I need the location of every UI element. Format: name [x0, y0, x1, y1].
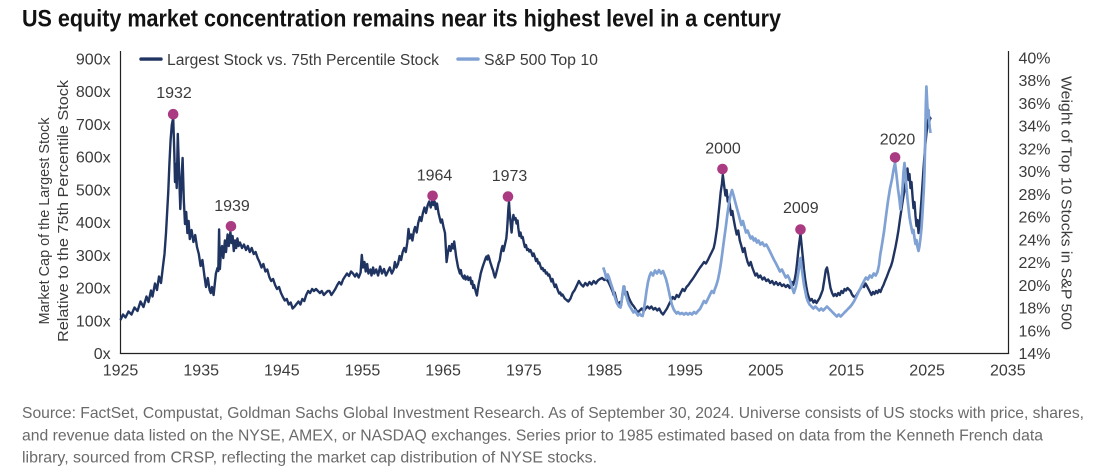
svg-text:1939: 1939	[214, 198, 250, 215]
svg-text:1932: 1932	[156, 85, 192, 102]
svg-text:24%: 24%	[1019, 232, 1051, 249]
svg-text:Relative to the 75th Percentil: Relative to the 75th Percentile Stock	[55, 79, 72, 342]
svg-text:30%: 30%	[1019, 164, 1051, 181]
svg-text:1985: 1985	[587, 363, 623, 380]
svg-text:18%: 18%	[1019, 301, 1051, 318]
svg-text:14%: 14%	[1019, 346, 1051, 363]
svg-text:1925: 1925	[103, 363, 139, 380]
svg-text:2020: 2020	[880, 131, 916, 148]
svg-text:26%: 26%	[1019, 210, 1051, 227]
svg-text:22%: 22%	[1019, 255, 1051, 272]
svg-text:34%: 34%	[1019, 119, 1051, 136]
svg-text:2000: 2000	[705, 140, 741, 157]
svg-text:200x: 200x	[76, 281, 111, 298]
svg-text:Source: FactSet, Compustat, Go: Source: FactSet, Compustat, Goldman Sach…	[22, 405, 1084, 422]
svg-text:1945: 1945	[264, 363, 300, 380]
svg-text:300x: 300x	[76, 248, 111, 265]
svg-text:library, sourced from CRSP, re: library, sourced from CRSP, reflecting t…	[22, 450, 597, 467]
svg-text:36%: 36%	[1019, 96, 1051, 113]
svg-text:US equity market concentration: US equity market concentration remains n…	[22, 6, 782, 33]
svg-text:and revenue data listed on the: and revenue data listed on the NYSE, AME…	[22, 427, 1043, 444]
svg-text:28%: 28%	[1019, 187, 1051, 204]
svg-text:40%: 40%	[1019, 51, 1051, 68]
svg-text:2035: 2035	[990, 363, 1026, 380]
svg-text:Market Cap of the Largest Stoc: Market Cap of the Largest Stock	[36, 117, 53, 324]
svg-text:0x: 0x	[94, 346, 111, 363]
svg-text:500x: 500x	[76, 182, 111, 199]
svg-text:Largest Stock vs. 75th Percent: Largest Stock vs. 75th Percentile Stock	[167, 52, 439, 69]
svg-text:600x: 600x	[76, 150, 111, 167]
svg-text:1964: 1964	[417, 167, 453, 184]
svg-text:1995: 1995	[667, 363, 703, 380]
svg-text:900x: 900x	[76, 52, 111, 69]
svg-text:32%: 32%	[1019, 141, 1051, 158]
svg-text:100x: 100x	[76, 313, 111, 330]
svg-text:20%: 20%	[1019, 278, 1051, 295]
svg-text:S&P 500 Top 10: S&P 500 Top 10	[484, 52, 598, 69]
svg-text:2015: 2015	[829, 363, 865, 380]
svg-text:Weight of Top 10 Stocks in S&P: Weight of Top 10 Stocks in S&P 500	[1058, 76, 1075, 330]
svg-text:16%: 16%	[1019, 323, 1051, 340]
svg-text:1955: 1955	[345, 363, 381, 380]
svg-text:1935: 1935	[183, 363, 219, 380]
svg-text:400x: 400x	[76, 215, 111, 232]
svg-text:700x: 700x	[76, 117, 111, 134]
svg-text:1973: 1973	[492, 168, 528, 185]
svg-text:1965: 1965	[425, 363, 461, 380]
svg-text:2025: 2025	[909, 363, 945, 380]
svg-text:1975: 1975	[506, 363, 542, 380]
svg-text:800x: 800x	[76, 84, 111, 101]
svg-text:2005: 2005	[748, 363, 784, 380]
svg-text:38%: 38%	[1019, 73, 1051, 90]
svg-text:2009: 2009	[783, 200, 819, 217]
